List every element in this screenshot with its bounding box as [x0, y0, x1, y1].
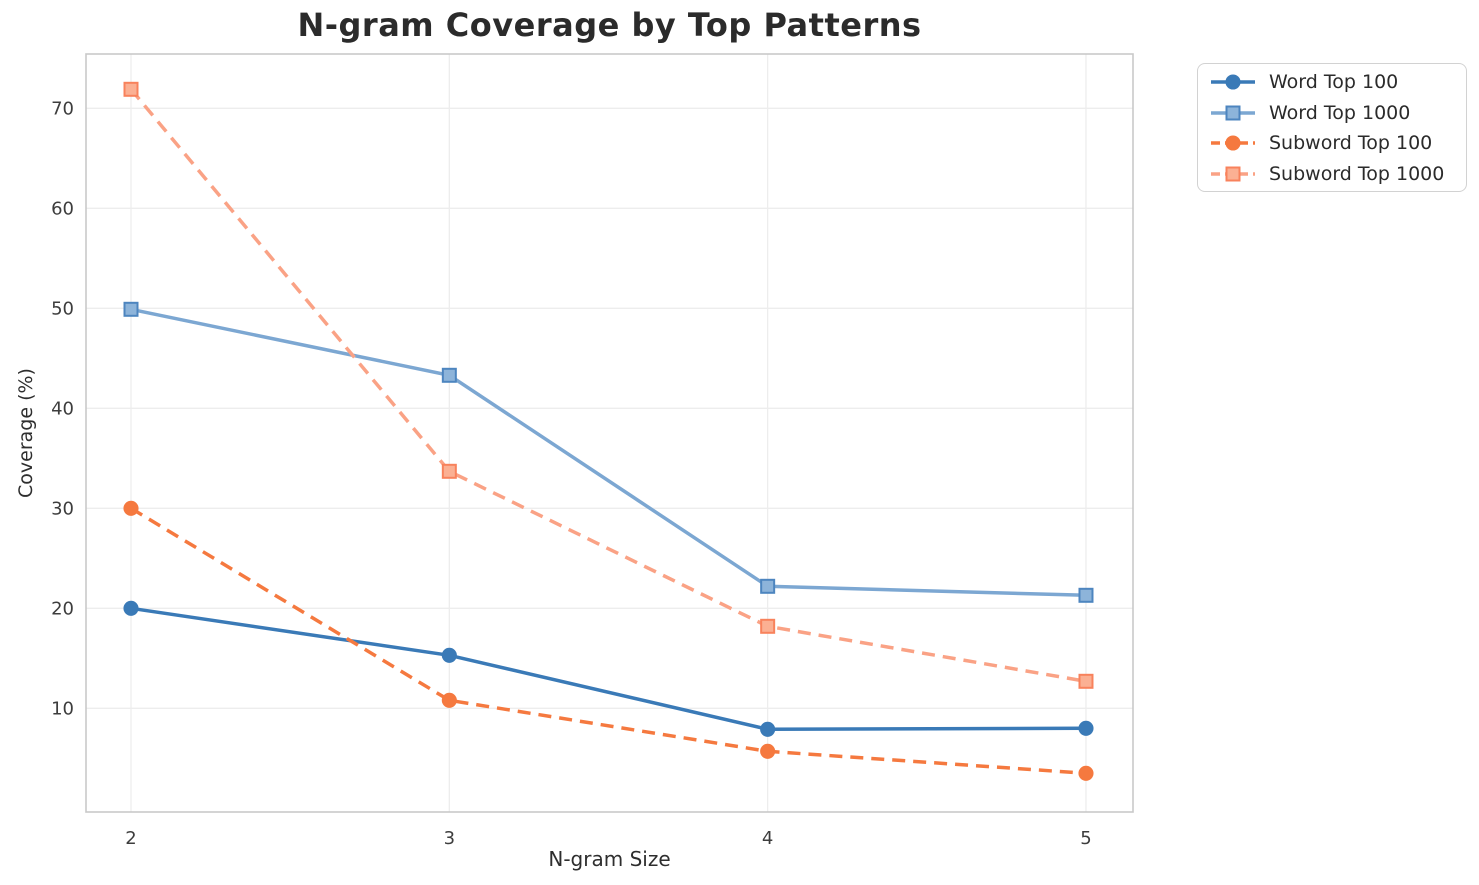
y-tick-label: 60: [51, 198, 74, 219]
x-tick-label: 4: [762, 828, 773, 849]
legend-item-subword-top-1000: Subword Top 1000: [1210, 159, 1466, 190]
data-point-marker: [760, 578, 776, 594]
legend-item-word-top-1000: Word Top 1000: [1210, 98, 1466, 129]
data-point-marker: [123, 81, 139, 97]
y-tick-label: 70: [51, 98, 74, 119]
x-axis-label: N-gram Size: [548, 847, 671, 871]
x-tick-label: 3: [444, 828, 455, 849]
data-point-marker: [441, 692, 457, 708]
data-point-marker: [123, 600, 139, 616]
legend-line-sample: [1211, 135, 1255, 151]
data-point-marker: [1078, 720, 1094, 736]
legend-item-label: Word Top 100: [1269, 71, 1399, 94]
data-point-marker: [123, 301, 139, 317]
legend-marker-icon: [1225, 135, 1241, 151]
legend-item-subword-top-100: Subword Top 100: [1210, 128, 1466, 159]
legend: Word Top 100 Word Top 1000 Subword Top 100…: [1197, 63, 1467, 192]
plot-border: [85, 53, 1134, 813]
legend-line-sample: [1211, 166, 1255, 182]
y-tick-label: 40: [51, 398, 74, 419]
data-point-marker: [760, 721, 776, 737]
data-point-marker: [1078, 587, 1094, 603]
x-tick-label: 2: [125, 828, 136, 849]
y-axis-label: Coverage (%): [15, 368, 37, 498]
y-tick-label: 30: [51, 498, 74, 519]
data-point-marker: [441, 647, 457, 663]
legend-item-label: Word Top 1000: [1269, 101, 1411, 124]
data-point-marker: [441, 463, 457, 479]
series-subword-top-100: [123, 500, 1094, 781]
data-point-marker: [123, 500, 139, 516]
legend-item-label: Subword Top 1000: [1269, 162, 1445, 185]
legend-marker-icon: [1225, 166, 1241, 182]
series-word-top-100: [123, 600, 1094, 737]
data-point-marker: [760, 618, 776, 634]
y-tick-label: 20: [51, 598, 74, 619]
legend-item-word-top-100: Word Top 100: [1210, 67, 1466, 98]
legend-line-sample: [1211, 105, 1255, 121]
series-subword-top-1000: [123, 81, 1094, 689]
data-point-marker: [760, 743, 776, 759]
legend-item-label: Subword Top 100: [1269, 132, 1433, 155]
series-word-top-1000: [123, 301, 1094, 603]
series-line: [129, 88, 1087, 684]
data-point-marker: [441, 367, 457, 383]
series-line: [130, 307, 1087, 598]
y-tick-label: 50: [51, 298, 74, 319]
chart-title: N-gram Coverage by Top Patterns: [297, 6, 922, 44]
series-line: [130, 506, 1087, 776]
y-tick-label: 10: [51, 698, 74, 719]
legend-line-sample: [1211, 74, 1255, 90]
data-point-marker: [1078, 765, 1094, 781]
x-tick-label: 5: [1080, 828, 1091, 849]
data-point-marker: [1078, 673, 1094, 689]
series-line: [130, 606, 1087, 732]
legend-marker-icon: [1225, 74, 1241, 90]
legend-marker-icon: [1225, 105, 1241, 121]
